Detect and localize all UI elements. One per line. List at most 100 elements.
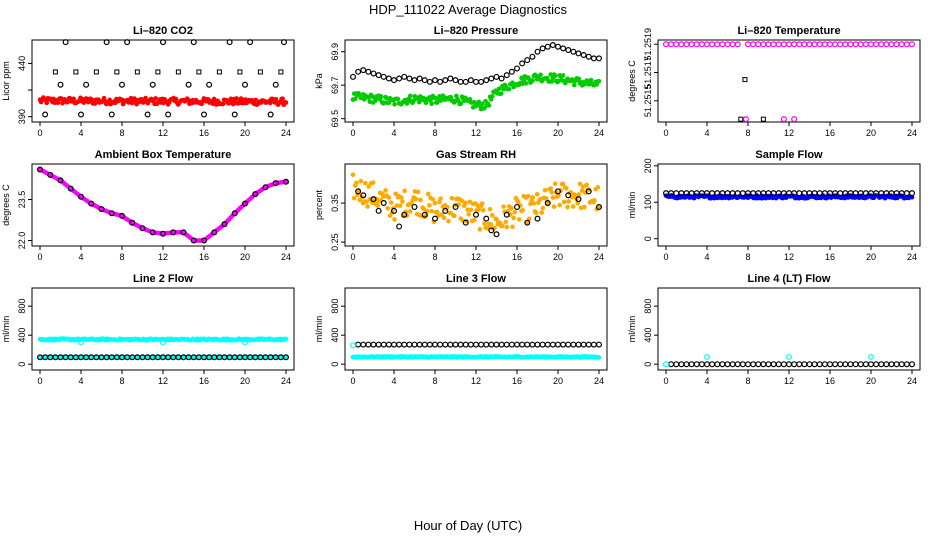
point: [380, 341, 387, 348]
point: [149, 81, 156, 88]
point: [421, 211, 428, 218]
point: [688, 41, 695, 48]
point: [678, 361, 685, 368]
point: [847, 361, 854, 368]
x-tick-label-sample-20: 20: [866, 252, 876, 262]
point: [501, 204, 506, 209]
point: [662, 41, 669, 48]
point: [571, 82, 577, 88]
x-tick-label-line3-16: 16: [512, 376, 522, 386]
point: [878, 361, 885, 368]
point: [350, 342, 357, 349]
x-tick-label-ambient-24: 24: [281, 252, 291, 262]
point: [570, 48, 577, 55]
point: [503, 219, 509, 225]
point: [452, 203, 459, 210]
point: [530, 195, 536, 200]
point: [498, 341, 505, 348]
point: [421, 77, 428, 84]
point: [498, 91, 504, 96]
point: [554, 188, 561, 195]
point: [434, 100, 440, 105]
point: [473, 78, 480, 85]
y-tick-label-pressure-0: 69.5: [330, 110, 340, 128]
point: [42, 111, 49, 118]
panel-sample: Sample Flow 0 4 8 12 16 20 24 0 100 200 ml/min: [627, 149, 921, 262]
point: [673, 190, 680, 197]
point: [267, 111, 274, 118]
point: [421, 206, 427, 212]
x-tick-label-line2-8: 8: [119, 376, 124, 386]
point: [170, 229, 177, 236]
point: [460, 218, 466, 223]
point: [396, 341, 403, 348]
point: [173, 96, 179, 102]
point: [190, 39, 197, 46]
point: [355, 341, 362, 348]
point: [386, 195, 392, 200]
y-axis-label-line4: ml/min: [627, 316, 637, 343]
point: [837, 41, 844, 48]
point: [534, 341, 541, 348]
point: [406, 75, 413, 82]
x-tick-label-line3-20: 20: [553, 376, 563, 386]
x-tick-label-co2-24: 24: [281, 128, 291, 138]
x-tick-label-co2-4: 4: [78, 128, 83, 138]
point: [253, 97, 258, 103]
point: [883, 41, 890, 48]
point: [451, 213, 457, 219]
point: [529, 53, 536, 60]
x-tick-label-ambient-12: 12: [158, 252, 168, 262]
point: [412, 189, 418, 194]
point: [351, 195, 357, 201]
point: [108, 111, 115, 118]
point: [473, 211, 480, 218]
point: [893, 41, 900, 48]
point: [396, 75, 403, 82]
x-tick-label-sample-24: 24: [907, 252, 917, 262]
point: [596, 79, 602, 84]
point: [842, 41, 849, 48]
point: [575, 341, 582, 348]
point: [765, 361, 772, 368]
point: [852, 41, 859, 48]
panel-pressure: Li–820 Pressure 0 4 8 12 16 20 24 69.5 69.7 69.9 kP…: [314, 25, 608, 138]
point: [280, 39, 287, 46]
point: [185, 81, 192, 88]
point: [432, 341, 439, 348]
point: [673, 41, 680, 48]
panel-rh: Gas Stream RH 0 4 8 12 16 20 24 0.25 0.35 percent: [314, 149, 608, 262]
y-axis-label-line2: ml/min: [1, 316, 11, 343]
point: [467, 77, 474, 84]
point: [585, 188, 592, 195]
point: [561, 199, 567, 205]
point: [811, 361, 818, 368]
point: [519, 341, 526, 348]
point: [416, 75, 423, 82]
point: [595, 341, 602, 348]
point: [83, 81, 90, 88]
x-tick-label-rh-16: 16: [512, 252, 522, 262]
point: [548, 186, 553, 191]
point: [862, 361, 869, 368]
point: [103, 39, 110, 46]
point: [590, 55, 597, 62]
point: [857, 41, 864, 48]
point: [477, 227, 483, 232]
point: [360, 192, 367, 199]
point: [488, 227, 495, 234]
y-axis-label-line3: ml/min: [314, 316, 324, 343]
x-tick-label-rh-8: 8: [432, 252, 437, 262]
point: [360, 67, 367, 74]
point: [77, 339, 84, 346]
point: [234, 96, 239, 101]
point: [524, 219, 531, 226]
point: [458, 101, 464, 106]
point: [549, 341, 556, 348]
series-line2-2: [36, 354, 290, 361]
y-tick-label-line3-1: 400: [330, 328, 340, 343]
point: [703, 41, 710, 48]
point: [370, 180, 376, 185]
x-tick-label-line4-20: 20: [866, 376, 876, 386]
